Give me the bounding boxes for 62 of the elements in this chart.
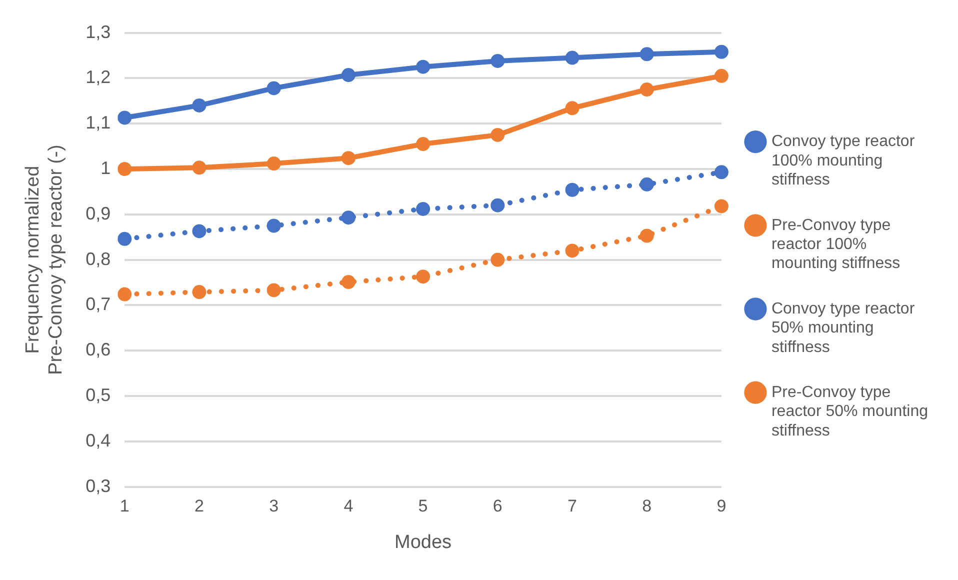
point [266, 156, 281, 171]
y-tick-label: 0,8 [86, 248, 111, 269]
point [714, 68, 728, 83]
x-tick-label: 8 [642, 496, 652, 516]
point [266, 81, 281, 96]
legend-label: Convoy type reactor 50% mounting stiffness [771, 300, 916, 356]
point [714, 199, 728, 214]
legend-label: Pre-Convoy type reactor 100% mounting stiffness [771, 216, 900, 272]
point [192, 160, 206, 175]
point [341, 151, 356, 166]
point [118, 110, 132, 125]
point [565, 101, 580, 116]
point [266, 283, 281, 298]
point [640, 228, 654, 243]
x-tick-label: 5 [418, 496, 428, 516]
point [341, 275, 356, 290]
x-tick-label: 7 [568, 496, 577, 516]
point [565, 244, 580, 258]
point [118, 232, 132, 246]
point [341, 210, 356, 225]
point [714, 44, 728, 59]
point [490, 54, 505, 68]
x-tick-label: 2 [194, 496, 204, 516]
point [416, 137, 430, 152]
point [640, 82, 654, 97]
point [416, 202, 430, 216]
point [192, 98, 206, 112]
point [565, 50, 580, 65]
x-axis-title: Modes [394, 532, 452, 553]
y-tick-label: 0,7 [86, 294, 111, 314]
y-tick-label: 0,9 [86, 203, 111, 224]
y-tick-label: 1,3 [86, 22, 111, 42]
legend-label: Pre-Convoy type reactor 50% mounting stiffness [771, 384, 928, 440]
y-tick-label: 1,1 [86, 112, 111, 133]
x-tick-label: 6 [492, 496, 502, 516]
point [490, 252, 505, 267]
y-axis-title: Frequency normalized Pre-Convoy type reactor (-) [22, 144, 66, 375]
x-tick-label: 3 [269, 496, 279, 516]
point [192, 285, 206, 300]
legend-label: Convoy type reactor 100% mounting stiffness [771, 133, 916, 189]
point [714, 165, 728, 180]
x-tick-label: 1 [120, 496, 130, 516]
y-tick-label: 0,4 [86, 430, 111, 450]
y-tick-label: 1,2 [86, 67, 111, 88]
y-tick-label: 0,6 [86, 340, 111, 360]
x-tick-label: 4 [344, 496, 354, 516]
point [565, 182, 580, 197]
y-tick-label: 0,5 [86, 384, 111, 405]
point [490, 198, 505, 212]
x-tick-label: 9 [716, 496, 726, 516]
point [640, 177, 654, 192]
point [416, 60, 430, 74]
point [640, 47, 654, 62]
point [192, 224, 206, 238]
point [490, 128, 505, 142]
point [266, 218, 281, 233]
point [341, 68, 356, 82]
point [118, 287, 132, 302]
point [416, 270, 430, 284]
y-tick-label: 1 [100, 158, 111, 178]
y-tick-label: 0,3 [86, 476, 111, 496]
point [118, 162, 132, 176]
